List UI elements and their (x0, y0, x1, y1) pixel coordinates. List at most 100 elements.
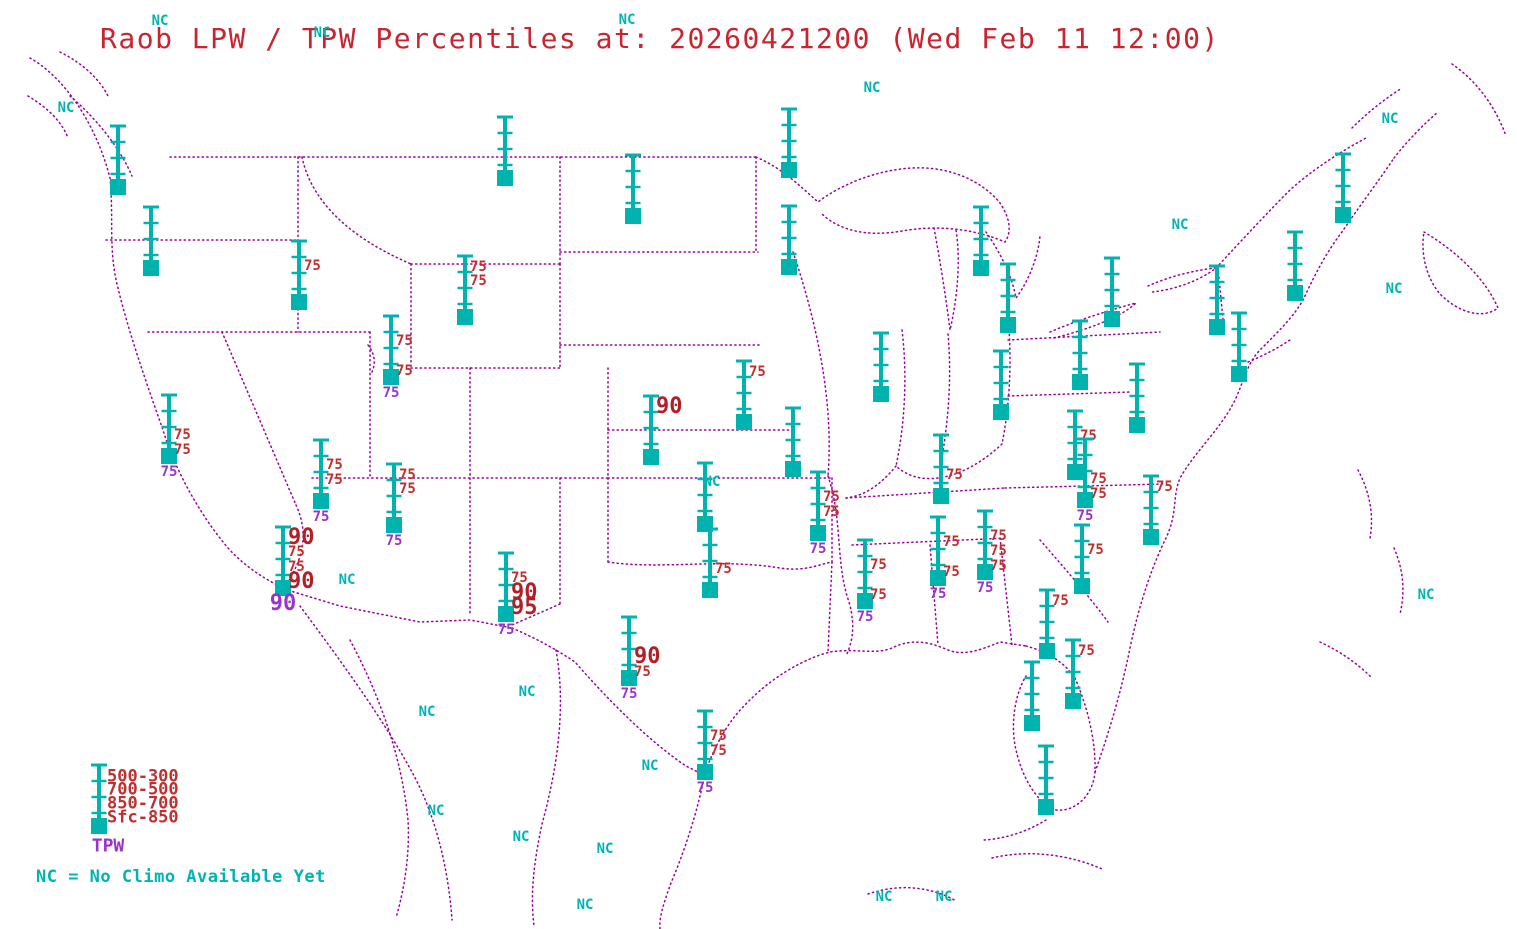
percentile-tpw: 90 (269, 591, 297, 616)
nc-label: NC (418, 704, 436, 720)
percentile-tpw: 75 (497, 622, 515, 638)
staff-icon (697, 461, 713, 532)
legend-level-700-500: 700-500 (107, 779, 179, 800)
station: 75 (930, 432, 963, 528)
page-title: Raob LPW / TPW Percentiles at: 202604212… (100, 22, 1220, 55)
nc-label: NC (576, 897, 594, 913)
staff-icon (1143, 474, 1159, 545)
nc-label: NC (641, 758, 659, 774)
station-square-icon (161, 448, 177, 464)
station-square-icon (977, 564, 993, 580)
station-square-icon (291, 294, 307, 310)
percentile-850-700: 75 (946, 467, 963, 483)
station: 90 (640, 393, 683, 489)
percentile-tpw: 75 (312, 509, 330, 525)
station-square-icon (386, 517, 402, 533)
station-square-icon (1231, 366, 1247, 382)
nc-label: NC (618, 12, 636, 28)
nc-label: NC (596, 841, 614, 857)
staff-icon (781, 107, 797, 178)
station: 90 75 75 (618, 614, 661, 710)
station-square-icon (643, 449, 659, 465)
station-square-icon (810, 525, 826, 541)
percentile-850-700: 75 (174, 427, 191, 443)
station-square-icon (1038, 799, 1054, 815)
percentile-700-500: 75 (710, 728, 727, 744)
percentile-850-700: 90 (634, 644, 661, 669)
percentile-850-700: 75 (326, 472, 343, 488)
percentile-700-500: 75 (399, 481, 416, 497)
station (1332, 151, 1354, 247)
percentile-500-300: 90 (288, 525, 315, 550)
station (1228, 310, 1250, 406)
staff-icon (873, 331, 889, 402)
staff-icon (736, 359, 752, 430)
staff-icon (702, 527, 718, 598)
percentile-sfc-850: 75 (943, 564, 960, 580)
station-square-icon (1077, 492, 1093, 508)
percentile-500-300: 75 (1052, 593, 1069, 609)
percentile-tpw: 75 (1076, 508, 1094, 524)
percentile-sfc-850: 95 (511, 595, 538, 620)
station-square-icon (781, 259, 797, 275)
station: 75 75 75 (854, 537, 887, 633)
percentile-850-700: 75 (288, 559, 305, 575)
nc-label: NC (1381, 111, 1399, 127)
station: 75 90 95 75 (495, 550, 538, 646)
station (997, 261, 1019, 357)
station: 75 75 75 (158, 392, 191, 488)
station-square-icon (973, 260, 989, 276)
percentile-500-300: 75 (1156, 479, 1173, 495)
legend-level-500-300: 500-300 (107, 766, 179, 787)
staff-icon (781, 204, 797, 275)
percentile-700-500: 75 (470, 273, 487, 289)
legend-nc-note: NC = No Climo Available Yet (36, 867, 326, 887)
station: 75 (1140, 473, 1173, 569)
percentile-500-300: 75 (1078, 643, 1095, 659)
percentile-tpw: 75 (976, 580, 994, 596)
station-square-icon (498, 606, 514, 622)
station-square-icon (1074, 578, 1090, 594)
station-square-icon (621, 670, 637, 686)
station-square-icon (91, 818, 107, 834)
staff-icon (697, 709, 713, 780)
staff-icon (383, 314, 399, 385)
station (970, 204, 992, 300)
percentile-850-700: 75 (1090, 471, 1107, 487)
staff-icon (810, 470, 826, 541)
percentile-700-500: 75 (304, 258, 321, 274)
station-square-icon (873, 386, 889, 402)
station (140, 204, 162, 300)
station (782, 405, 804, 501)
station: 90 75 75 90 90 (269, 524, 315, 620)
station: 75 75 75 (807, 469, 840, 565)
percentile-tpw: 75 (929, 586, 947, 602)
legend-tpw-label: TPW (91, 835, 125, 857)
station-square-icon (1067, 464, 1083, 480)
station-square-icon (457, 309, 473, 325)
staff-icon (1335, 152, 1351, 223)
station-square-icon (1104, 311, 1120, 327)
nc-label: NC (313, 25, 331, 41)
nc-label: NC (935, 889, 953, 905)
station-square-icon (697, 764, 713, 780)
station-square-icon (110, 179, 126, 195)
staff-icon (1231, 311, 1247, 382)
station-square-icon (993, 404, 1009, 420)
station-square-icon (625, 208, 641, 224)
station-square-icon (1287, 285, 1303, 301)
station-square-icon (781, 162, 797, 178)
station: 75 (1062, 637, 1095, 733)
staff-icon (930, 515, 946, 586)
station-square-icon (702, 582, 718, 598)
station: 75 (1036, 587, 1069, 683)
percentile-700-500: 75 (990, 528, 1007, 544)
nc-label: NC (875, 889, 893, 905)
staff-icon (973, 205, 989, 276)
nc-label: NC (151, 13, 169, 29)
station (870, 330, 892, 426)
station-square-icon (1335, 207, 1351, 223)
station-square-icon (1129, 417, 1145, 433)
